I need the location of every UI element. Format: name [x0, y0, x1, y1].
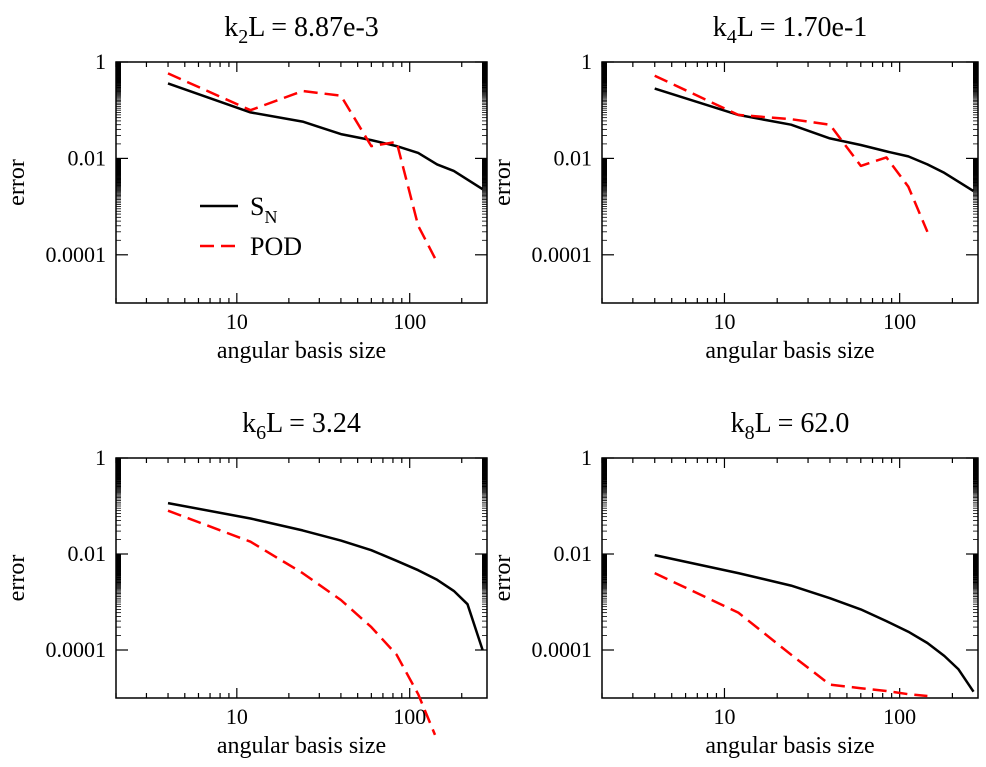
y-ticks [602, 61, 978, 256]
series-pod-line [167, 509, 437, 736]
title-pre: k [731, 408, 745, 439]
y-ticks [116, 457, 487, 651]
legend-label: POD [250, 232, 302, 261]
y-ticks [116, 61, 487, 256]
panel-title: k8L = 62.0 [731, 408, 850, 444]
x-tick-label: 100 [393, 704, 426, 729]
x-axis-label: angular basis size [705, 733, 874, 759]
x-tick-label: 10 [713, 309, 735, 334]
series-pod-line [654, 571, 928, 698]
x-tick-label: 10 [713, 704, 735, 729]
y-tick-label: 0.0001 [532, 242, 593, 267]
title-pre: k [224, 12, 238, 43]
y-tick-label: 1 [95, 445, 106, 470]
x-tick-label: 100 [883, 309, 916, 334]
y-axis-label: error [490, 555, 516, 602]
y-tick-label: 1 [95, 49, 106, 74]
x-ticks [115, 458, 463, 698]
x-axis-label: angular basis size [217, 338, 386, 364]
panel-title: k2L = 8.87e-3 [224, 12, 379, 48]
x-tick-label: 100 [883, 704, 916, 729]
panel-3: 10 100 1 0.01 0.0001 k6L = 3.24 angular basis … [4, 408, 488, 759]
y-tick-label: 1 [581, 49, 592, 74]
y-axis-label: error [4, 555, 30, 602]
title-pre: k [713, 12, 727, 43]
series-sn-line [654, 553, 975, 693]
panel-1: 10 100 1 0.01 0.0001 k2L = 8.87e-3 angular bas… [4, 12, 488, 364]
panel-title: k4L = 1.70e-1 [713, 12, 868, 48]
x-ticks [601, 62, 953, 303]
title-sub: 8 [745, 422, 755, 444]
title-post: L = 3.24 [266, 408, 361, 439]
panel-2: 10 100 1 0.01 0.0001 k4L = 1.70e-1 angular bas… [490, 12, 979, 364]
y-tick-label: 0.01 [68, 145, 107, 170]
title-post: L = 62.0 [755, 408, 850, 439]
y-axis-label: error [4, 159, 30, 206]
title-post: L = 8.87e-3 [248, 12, 379, 43]
y-tick-label: 0.01 [554, 145, 593, 170]
series-sn-line [167, 82, 484, 191]
title-post: L = 1.70e-1 [737, 12, 868, 43]
legend-label: SN [250, 192, 277, 227]
series-pod-line [167, 72, 439, 263]
title-sub: 4 [727, 26, 737, 48]
panel-4: 10 100 1 0.01 0.0001 k8L = 62.0 angular basis … [490, 408, 979, 759]
plot-frame [115, 61, 488, 304]
title-pre: k [242, 408, 256, 439]
y-tick-label: 1 [581, 445, 592, 470]
series-pod-line [654, 74, 929, 233]
y-axis-label: error [490, 159, 516, 206]
panel-title: k6L = 3.24 [242, 408, 361, 444]
plot-frame [601, 61, 979, 304]
title-sub: 6 [256, 422, 266, 444]
x-tick-label: 10 [226, 309, 248, 334]
y-ticks [602, 457, 978, 651]
series-sn-line [167, 501, 484, 651]
x-ticks [601, 458, 953, 698]
x-axis-label: angular basis size [705, 338, 874, 364]
title-sub: 2 [238, 26, 248, 48]
y-tick-label: 0.01 [554, 541, 593, 566]
y-tick-label: 0.0001 [46, 242, 107, 267]
plot-frame [601, 457, 979, 699]
x-axis-label: angular basis size [217, 733, 386, 759]
y-tick-label: 0.0001 [46, 637, 107, 662]
x-tick-label: 10 [226, 704, 248, 729]
y-tick-label: 0.0001 [532, 637, 593, 662]
legend: SN POD [200, 192, 302, 261]
x-tick-label: 100 [393, 309, 426, 334]
y-tick-label: 0.01 [68, 541, 107, 566]
x-ticks [115, 62, 463, 303]
series-sn-line [654, 87, 975, 193]
